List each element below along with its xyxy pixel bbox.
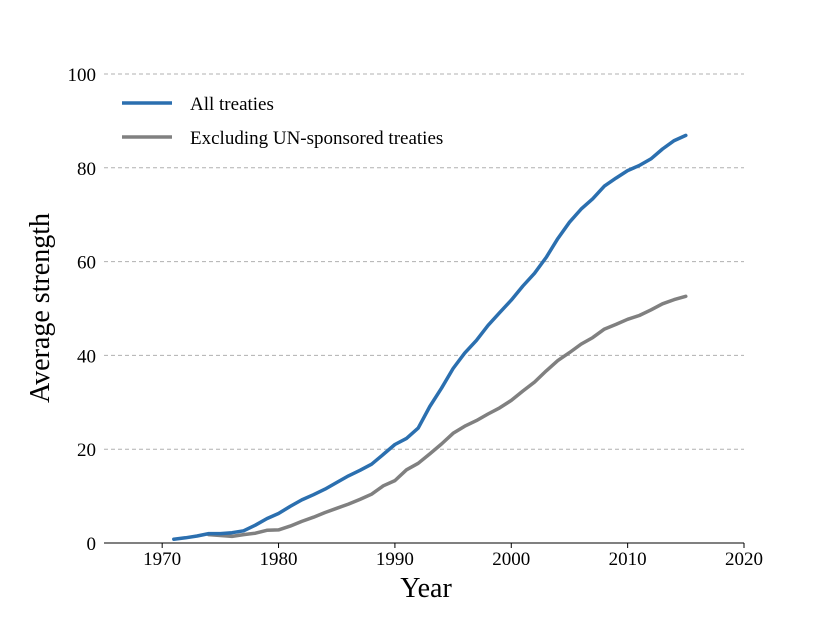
series-line-0 bbox=[172, 133, 688, 541]
x-axis-title: Year bbox=[400, 573, 452, 604]
y-tick-label: 0 bbox=[87, 534, 97, 555]
y-tick-label: 80 bbox=[77, 159, 96, 180]
series-lines bbox=[172, 133, 688, 541]
y-tick-label: 40 bbox=[77, 346, 96, 367]
legend: All treaties Excluding UN-sponsored trea… bbox=[122, 94, 443, 149]
series-line-1 bbox=[206, 294, 688, 539]
y-tick-label: 20 bbox=[77, 440, 96, 461]
x-tick-label: 1990 bbox=[376, 549, 414, 570]
x-tick-label: 1980 bbox=[260, 549, 298, 570]
x-tick-label: 2010 bbox=[609, 549, 647, 570]
legend-label-all-treaties: All treaties bbox=[190, 94, 274, 115]
y-tick-label: 100 bbox=[68, 65, 97, 86]
x-tick-label: 2020 bbox=[725, 549, 763, 570]
x-tick-label: 1970 bbox=[143, 549, 181, 570]
tick-labels: 0 20 40 60 80 100 1970 1980 1990 2000 2010 2020 bbox=[68, 65, 764, 570]
y-tick-label: 60 bbox=[77, 253, 96, 274]
y-axis-title: Average strength bbox=[25, 213, 56, 403]
x-tick-label: 2000 bbox=[492, 549, 530, 570]
legend-label-excluding-un: Excluding UN-sponsored treaties bbox=[190, 128, 443, 149]
